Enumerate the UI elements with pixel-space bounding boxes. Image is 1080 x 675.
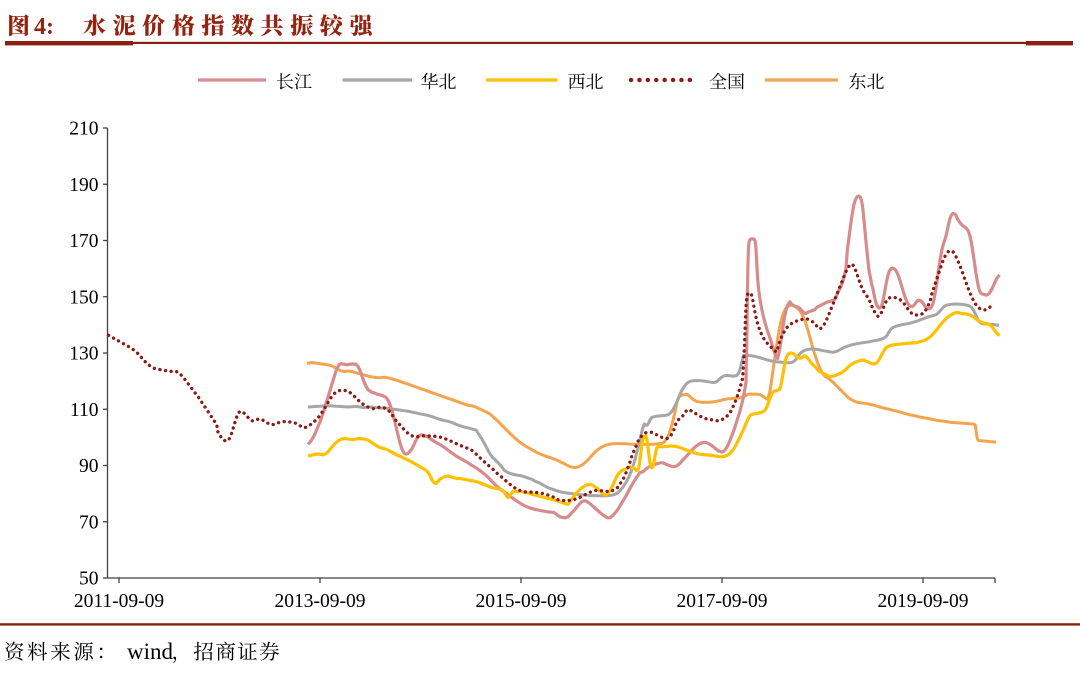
svg-text:2013-09-09: 2013-09-09 [275, 591, 366, 612]
svg-text:50: 50 [79, 569, 99, 590]
svg-text:130: 130 [69, 344, 98, 365]
svg-text:4:: 4: [34, 14, 54, 40]
svg-text:210: 210 [69, 119, 98, 140]
svg-text:2011-09-09: 2011-09-09 [74, 591, 164, 612]
svg-text:90: 90 [79, 456, 99, 477]
svg-text:190: 190 [69, 175, 98, 196]
svg-text:2019-09-09: 2019-09-09 [878, 591, 969, 612]
svg-text:2017-09-09: 2017-09-09 [677, 591, 768, 612]
svg-text:150: 150 [69, 287, 98, 308]
svg-text:110: 110 [70, 400, 99, 421]
svg-text:2015-09-09: 2015-09-09 [476, 591, 567, 612]
svg-text:170: 170 [69, 231, 98, 252]
svg-text:wind: wind [127, 639, 174, 664]
svg-text:70: 70 [79, 512, 99, 533]
